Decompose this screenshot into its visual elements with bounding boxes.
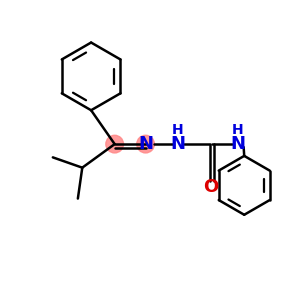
Circle shape [106,135,124,153]
Text: O: O [203,178,218,196]
Text: H: H [172,123,183,137]
Text: H: H [232,123,244,137]
Text: N: N [231,135,246,153]
Circle shape [137,135,154,153]
Text: N: N [170,135,185,153]
Text: N: N [138,135,153,153]
